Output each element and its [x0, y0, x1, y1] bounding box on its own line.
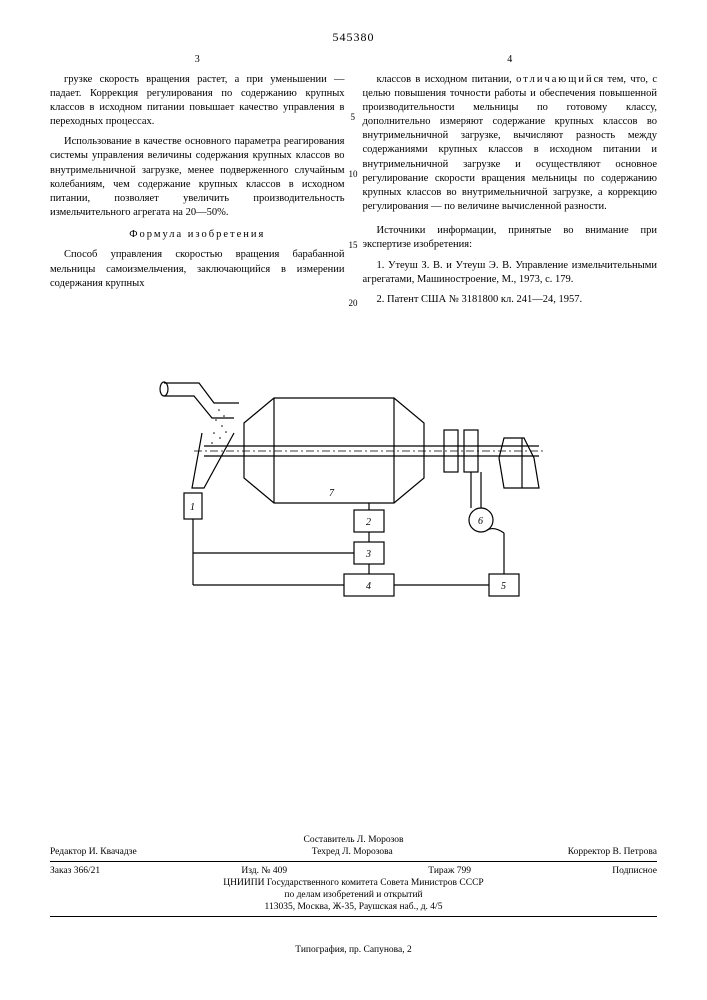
feed-funnel [192, 433, 234, 488]
tirazh: Тираж 799 [428, 866, 471, 876]
label-3: 3 [365, 549, 371, 560]
order-num: Заказ 366/21 [50, 866, 100, 876]
left-para-1: грузке скорость вращения растет, а при у… [50, 73, 345, 130]
right-para-1: классов в исходном питании, отличающийся… [363, 73, 658, 215]
feed-chute-outline [164, 383, 239, 403]
divider-1 [50, 861, 657, 862]
compiler-line: Составитель Л. Морозов [50, 834, 657, 846]
mill-body [244, 398, 424, 503]
left-col-number: 3 [50, 53, 345, 67]
typography-line: Типография, пр. Сапунова, 2 [0, 945, 707, 955]
left-para-2: Использование в качестве основного парам… [50, 135, 345, 220]
schematic-diagram: 1 2 3 4 5 6 7 [144, 338, 564, 618]
corrector: Корректор В. Петрова [568, 847, 657, 857]
label-4: 4 [366, 581, 371, 592]
line-marker-10: 10 [349, 168, 358, 180]
right-column: 4 5 10 15 20 классов в исходном питании,… [363, 53, 658, 313]
label-6: 6 [478, 516, 483, 527]
editor: Редактор И. Квачадзе [50, 847, 137, 857]
label-7: 7 [329, 488, 335, 499]
right-text-cont: ся тем, что, с целью повышения точности … [363, 74, 658, 213]
source-2: 2. Патент США № 3181800 кл. 241—24, 1957… [363, 293, 658, 307]
print-row: Заказ 366/21 Изд. № 409 Тираж 799 Подпис… [50, 865, 657, 877]
material-dots [211, 409, 227, 444]
org-line-2: по делам изобретений и открытий [50, 889, 657, 901]
sources-title: Источники информации, принятые во вниман… [363, 224, 658, 252]
feed-roller-left [160, 382, 168, 396]
line-marker-15: 15 [349, 239, 358, 251]
edge-5-6 [487, 529, 504, 533]
doc-number: 545380 [50, 30, 657, 45]
subscription: Подписное [612, 866, 657, 876]
tech-editor: Техред Л. Морозова [312, 847, 393, 857]
right-col-number: 4 [363, 53, 658, 67]
credits-row: Редактор И. Квачадзе Техред Л. Морозова … [50, 846, 657, 858]
label-1: 1 [190, 502, 195, 513]
izd-num: Изд. № 409 [241, 866, 287, 876]
formula-text: Способ управления скоростью вращения бар… [50, 248, 345, 291]
distinguishing-word: отличающий [516, 74, 593, 85]
label-2: 2 [366, 517, 371, 528]
line-marker-5: 5 [351, 111, 356, 123]
right-text-start: классов в исходном питании, [377, 74, 517, 85]
org-line-1: ЦНИИПИ Государственного комитета Совета … [50, 877, 657, 889]
feed-chute-lower [164, 396, 234, 418]
address-line: 113035, Москва, Ж-35, Раушская наб., д. … [50, 901, 657, 913]
formula-title: Формула изобретения [50, 228, 345, 242]
divider-2 [50, 916, 657, 917]
line-marker-20: 20 [349, 297, 358, 309]
left-column: 3 грузке скорость вращения растет, а при… [50, 53, 345, 313]
source-1: 1. Утеуш З. В. и Утеуш Э. В. Управление … [363, 259, 658, 287]
label-5: 5 [501, 581, 506, 592]
imprint-footer: Составитель Л. Морозов Редактор И. Квача… [50, 834, 657, 920]
text-columns: 3 грузке скорость вращения растет, а при… [50, 53, 657, 313]
